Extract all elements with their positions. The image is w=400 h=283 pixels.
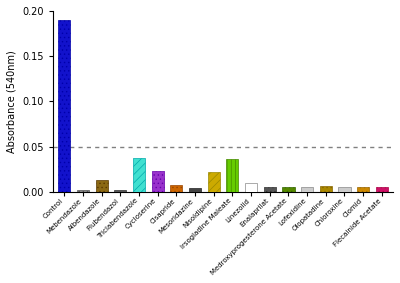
Bar [152,171,164,192]
Y-axis label: Absorbance (540nm): Absorbance (540nm) [7,50,17,153]
Bar [189,188,201,192]
Bar [376,187,388,192]
Bar [58,20,70,192]
Bar [96,180,108,192]
Bar [208,172,220,192]
Bar [133,158,145,192]
Bar [338,187,350,192]
Bar [170,185,182,192]
Bar [77,190,89,192]
Bar [357,186,369,192]
Bar [282,186,294,192]
Bar [264,187,276,192]
Bar [320,186,332,192]
Bar [245,183,257,192]
Bar [114,190,126,192]
Bar [301,186,313,192]
Bar [226,158,238,192]
